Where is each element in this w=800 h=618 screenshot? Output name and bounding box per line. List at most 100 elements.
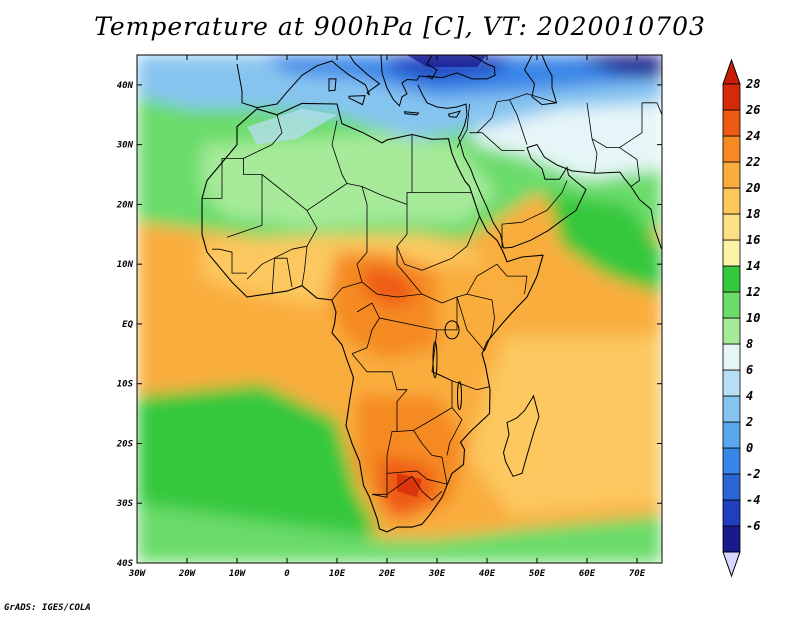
y-tick-label: EQ xyxy=(122,320,133,330)
x-tick-label: 50E xyxy=(529,569,546,579)
country-border xyxy=(396,216,480,271)
colorbar-label: 8 xyxy=(746,337,753,351)
x-tick-label: 30E xyxy=(428,569,446,579)
country-border xyxy=(361,134,413,205)
colorbar-label: 6 xyxy=(746,363,753,377)
country-border xyxy=(331,120,348,184)
map-frame xyxy=(136,54,663,564)
colorbar-label: 2 xyxy=(745,415,753,429)
field-region-indian-ocean-warm xyxy=(467,335,662,516)
country-border xyxy=(642,102,662,115)
colorbar-label: -2 xyxy=(746,467,760,481)
colorbar-swatch xyxy=(722,83,741,111)
country-border xyxy=(469,132,525,152)
y-tick-label: 30N xyxy=(116,141,134,151)
country-border xyxy=(212,248,247,274)
africa-coastline xyxy=(201,102,544,533)
country-border xyxy=(306,183,368,301)
black-sea-coastline xyxy=(426,55,496,80)
colorbar-swatch xyxy=(722,291,741,319)
field-region-sahara-mild xyxy=(202,132,497,229)
colorbar-label: 0 xyxy=(746,441,753,455)
colorbar-over-arrow xyxy=(722,58,741,85)
colorbar-swatch xyxy=(722,317,741,345)
y-tick-label: 40S xyxy=(117,559,134,569)
chart-canvas: 30W 20W 10W 0 10E 20E 30E 40E 50E 60E 70E 40N 30N 20N… xyxy=(116,54,760,579)
colorbar-swatch xyxy=(722,343,741,371)
island-cyprus xyxy=(447,110,462,118)
x-tick-label: 10W xyxy=(229,569,247,579)
caspian-coastline xyxy=(523,55,558,106)
colorbar-swatch xyxy=(722,187,741,215)
country-border xyxy=(437,297,458,331)
lake-tanganyika xyxy=(432,341,438,379)
y-tick-label: 20N xyxy=(116,200,134,210)
x-tick-label: 10E xyxy=(329,569,346,579)
country-border xyxy=(372,475,443,501)
country-border xyxy=(586,102,598,174)
colorbar-label: 24 xyxy=(745,129,760,143)
x-tick-label: 20W xyxy=(178,569,197,579)
colorbar-label: 10 xyxy=(746,311,760,325)
country-border xyxy=(446,407,463,456)
colorbar-label: 16 xyxy=(746,233,760,247)
balkan-coastline xyxy=(380,55,438,107)
country-border xyxy=(476,263,528,295)
colorbar-label: 20 xyxy=(745,181,760,195)
y-tick-label: 40N xyxy=(117,81,134,91)
colorbar-swatch xyxy=(722,135,741,163)
x-tick-label: 70E xyxy=(629,569,646,579)
colorbar-label: 22 xyxy=(745,155,760,169)
y-tick-label: 20S xyxy=(116,439,134,449)
colorbar-swatch xyxy=(722,369,741,397)
x-tick-label: 40E xyxy=(479,569,496,579)
colorbar-label: 4 xyxy=(746,389,753,403)
country-border xyxy=(361,281,423,298)
field-region-south-ocean-cool xyxy=(137,503,662,563)
colorbar-swatch xyxy=(722,421,741,449)
colorbar-swatch xyxy=(722,473,741,501)
colorbar-label: 14 xyxy=(746,259,760,273)
y-tick-label: 30S xyxy=(116,499,134,509)
colorbar-swatch xyxy=(722,447,741,475)
coastlines-and-borders xyxy=(201,55,662,533)
country-border xyxy=(243,114,283,159)
colorbar-under-arrow xyxy=(722,551,741,578)
country-border xyxy=(456,103,470,148)
lake-malawi xyxy=(457,381,462,411)
y-tick-label: 10N xyxy=(117,260,134,270)
grads-credit: GrADS: IGES/COLA xyxy=(4,603,91,613)
field-region-arabian-sea-cool xyxy=(547,192,662,295)
chart-title: Temperature at 900hPa [C], VT: 202001070… xyxy=(94,12,706,41)
colorbar-label: 18 xyxy=(746,207,760,221)
colorbar-swatch xyxy=(722,525,741,553)
x-tick-label: 0 xyxy=(284,569,290,579)
field-region-far-ne-cold xyxy=(577,55,662,79)
country-border xyxy=(351,302,380,355)
middle-east-coastline xyxy=(417,84,662,250)
country-border xyxy=(476,101,498,133)
country-border xyxy=(501,180,568,248)
country-border xyxy=(466,293,495,333)
y-tick-label: 10S xyxy=(117,380,134,390)
colorbar-label: 28 xyxy=(745,77,760,91)
europe-coastline xyxy=(236,55,381,109)
field-region-southern-core-28 xyxy=(397,473,422,498)
country-border xyxy=(456,296,493,352)
island-sicily xyxy=(348,95,366,106)
country-border xyxy=(496,99,528,145)
colorbar-swatch xyxy=(722,161,741,189)
colorbar-label: 12 xyxy=(746,285,760,299)
colorbar-label: -4 xyxy=(746,493,760,507)
country-border xyxy=(396,204,478,304)
country-border xyxy=(619,147,640,187)
colorbar-label: 26 xyxy=(745,103,760,117)
country-border xyxy=(202,157,244,199)
temperature-field xyxy=(137,55,662,563)
colorbar-swatch xyxy=(722,239,741,267)
country-border xyxy=(351,353,408,432)
madagascar-coastline xyxy=(502,394,540,477)
colorbar-label: -6 xyxy=(746,519,760,533)
island-crete xyxy=(403,111,420,116)
